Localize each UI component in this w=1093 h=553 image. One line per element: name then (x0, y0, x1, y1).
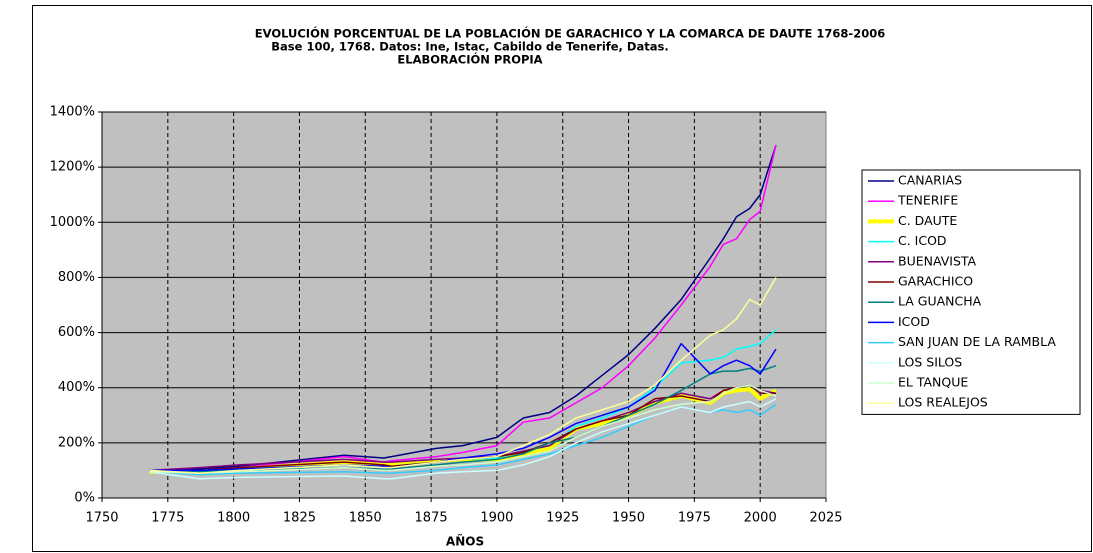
series-line (149, 144, 777, 472)
legend-label: BUENAVISTA (898, 253, 977, 268)
legend-box (861, 169, 1081, 415)
legend-label: LOS REALEJOS (898, 395, 988, 410)
chart-subtitle: Base 100, 1768. Datos: Ine, Istac, Cabil… (271, 40, 668, 54)
chart-subtitle: ELABORACIÓN PROPIA (397, 52, 542, 67)
y-tick-label: 1000% (50, 215, 95, 230)
x-tick-label: 1900 (480, 511, 513, 526)
y-tick-label: 400% (58, 380, 95, 395)
legend-label: LA GUANCHA (898, 294, 982, 309)
x-tick-label: 1750 (85, 511, 118, 526)
y-tick-label: 1200% (50, 160, 95, 175)
x-tick-label: 1775 (151, 511, 184, 526)
x-tick-label: 1950 (612, 511, 645, 526)
legend-label: ICOD (898, 314, 930, 329)
x-tick-label: 2000 (744, 511, 777, 526)
chart-title: EVOLUCIÓN PORCENTUAL DE LA POBLACIÓN DE … (255, 26, 885, 41)
x-tick-label: 1875 (415, 511, 448, 526)
x-tick-label: 2025 (809, 511, 842, 526)
y-tick-label: 200% (58, 435, 95, 450)
series-line (149, 384, 777, 474)
series-line (149, 144, 777, 472)
legend-label: TENERIFE (897, 193, 958, 208)
legend-label: C. ICOD (898, 233, 947, 248)
legend-label: GARACHICO (898, 274, 973, 289)
series-line (149, 384, 776, 472)
x-tick-label: 1925 (546, 511, 579, 526)
x-tick-label: 1825 (283, 511, 316, 526)
x-axis-title: AÑOS (446, 534, 484, 549)
y-tick-label: 1400% (50, 105, 95, 120)
legend-label: C. DAUTE (898, 213, 957, 228)
legend-label: SAN JUAN DE LA RAMBLA (898, 334, 1056, 349)
plot-area (101, 111, 827, 499)
y-tick-label: 800% (58, 270, 95, 285)
x-tick-label: 1850 (349, 511, 382, 526)
legend-label: CANARIAS (898, 173, 962, 188)
y-tick-label: 0% (74, 491, 95, 506)
y-tick-label: 600% (58, 325, 95, 340)
series-line (149, 398, 777, 480)
legend-label: EL TANQUE (898, 375, 968, 390)
x-tick-label: 1800 (217, 511, 250, 526)
series-line (149, 277, 777, 474)
legend-label: LOS SILOS (898, 354, 962, 369)
x-tick-label: 1975 (678, 511, 711, 526)
